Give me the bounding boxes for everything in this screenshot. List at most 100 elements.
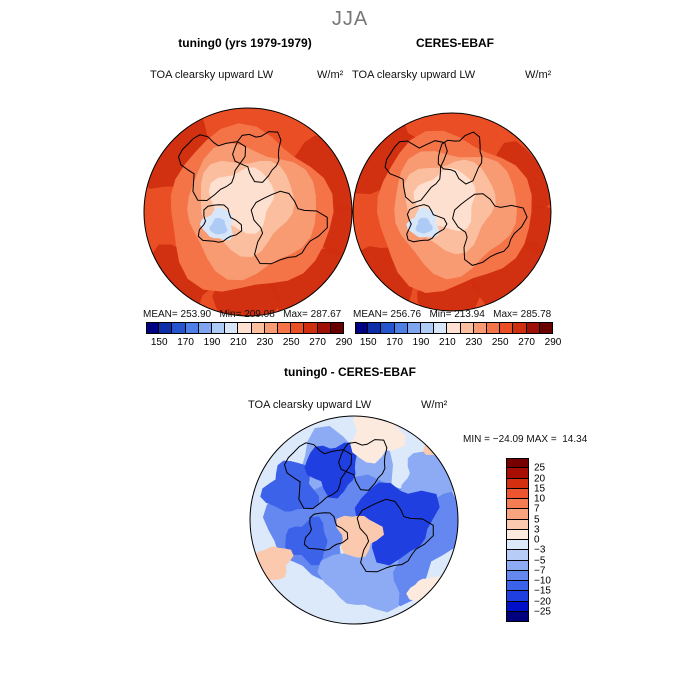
colorbar-segment bbox=[506, 509, 529, 520]
colorbar-segment bbox=[172, 322, 186, 334]
coastline bbox=[197, 204, 243, 243]
colorbar-segment bbox=[506, 550, 529, 561]
colorbar-tick-label: −20 bbox=[534, 596, 551, 607]
colorbar-tick-label: −5 bbox=[534, 555, 546, 566]
colorbar-tick-label: 190 bbox=[203, 337, 221, 348]
negative-region bbox=[400, 451, 458, 502]
warm-region bbox=[513, 205, 551, 254]
negative-region bbox=[260, 460, 320, 512]
colorbar-model-ticks: 150 170 190 210 230 250 270 290 bbox=[146, 337, 353, 349]
colorbar-obs-ticks: 150 170 190 210 230 250 270 290 bbox=[355, 337, 562, 349]
colorbar-segment bbox=[506, 601, 529, 612]
panel3-min-value: −24.09 bbox=[492, 434, 524, 445]
colorbar-segment bbox=[291, 322, 305, 334]
colorbar-difference-ticks: 25 20 15 10 7 5 3 0 −3 −5 −7 −10 −15 −20 −25 bbox=[534, 458, 574, 622]
colorbar-segment bbox=[506, 540, 529, 551]
coastline bbox=[452, 193, 528, 266]
colorbar-segment bbox=[434, 322, 448, 334]
panel1-max-label: Max= bbox=[283, 309, 308, 320]
colorbar-tick-label: −10 bbox=[534, 575, 551, 587]
colorbar-tick-label: 7 bbox=[534, 503, 540, 515]
colorbar-segment bbox=[355, 322, 369, 334]
colorbar-segment bbox=[317, 322, 331, 334]
warm-region bbox=[312, 205, 352, 259]
panel-title-obs: CERES-EBAF bbox=[415, 36, 494, 50]
colorbar-tick-label: 15 bbox=[534, 483, 546, 495]
colorbar-segment bbox=[506, 519, 529, 530]
colorbar-segment bbox=[225, 322, 239, 334]
panel3-stats: MIN = −24.09 MAX = 14.34 bbox=[463, 434, 587, 445]
colorbar-tick-label: 270 bbox=[309, 337, 326, 348]
positive-region bbox=[336, 515, 384, 558]
colorbar-segment bbox=[539, 322, 553, 334]
map-obs bbox=[352, 112, 552, 312]
colorbar-tick-label: 5 bbox=[534, 514, 540, 525]
colorbar-segment bbox=[407, 322, 421, 334]
colorbar-segment bbox=[368, 322, 382, 334]
colorbar-tick-label: 210 bbox=[439, 337, 456, 348]
panel3-max-label: MAX = bbox=[526, 434, 557, 445]
colorbar-tick-label: 170 bbox=[386, 337, 403, 348]
colorbar-tick-label: 25 bbox=[534, 462, 546, 474]
colorbar-segment bbox=[159, 322, 173, 334]
strong-negative-region bbox=[304, 442, 358, 499]
panel1-mean-label: MEAN= bbox=[143, 309, 178, 320]
colorbar-segment bbox=[251, 322, 265, 334]
colorbar-tick-label: 3 bbox=[534, 524, 540, 536]
panel3-min-label: MIN = bbox=[463, 434, 490, 445]
colorbar-segment bbox=[506, 458, 529, 469]
colorbar-tick-label: 0 bbox=[534, 534, 540, 546]
colorbar-segment bbox=[212, 322, 226, 334]
panel3-variable-label: TOA clearsky upward LW bbox=[248, 399, 372, 411]
colorbar-segment bbox=[506, 570, 529, 581]
colorbar-segment bbox=[506, 611, 529, 622]
panel2-max-value: 285.78 bbox=[520, 309, 552, 320]
colorbar-tick-label: 230 bbox=[465, 337, 483, 348]
colorbar-segment bbox=[487, 322, 501, 334]
panel2-min-label: Min= bbox=[429, 309, 452, 320]
coastline bbox=[384, 140, 448, 204]
panel2-units: W/m² bbox=[525, 69, 552, 81]
colorbar-tick-label: −3 bbox=[534, 544, 546, 556]
colorbar-segment bbox=[264, 322, 278, 334]
map-difference bbox=[249, 415, 459, 625]
colorbar-tick-label: 250 bbox=[282, 337, 300, 348]
map-border bbox=[249, 415, 459, 625]
positive-region bbox=[253, 546, 294, 580]
panel3-max-value: 14.34 bbox=[562, 434, 588, 445]
colorbar-tick-label: 190 bbox=[412, 337, 430, 348]
coastline bbox=[250, 190, 328, 265]
panel2-variable-label: TOA clearsky upward LW bbox=[352, 69, 476, 81]
colorbar-segment bbox=[506, 591, 529, 602]
colorbar-segment bbox=[506, 560, 529, 571]
colorbar-tick-label: 150 bbox=[150, 337, 168, 348]
colorbar-segment bbox=[513, 322, 527, 334]
panel2-mean-value: 256.76 bbox=[390, 309, 422, 320]
colorbar-segment bbox=[278, 322, 292, 334]
coastline bbox=[338, 439, 388, 491]
colorbar-tick-label: −25 bbox=[534, 606, 551, 618]
coastline bbox=[177, 134, 247, 202]
colorbar-segment bbox=[381, 322, 395, 334]
colorbar-tick-label: 290 bbox=[544, 337, 562, 348]
panel1-variable-label: TOA clearsky upward LW bbox=[150, 69, 274, 81]
warm-region bbox=[212, 273, 281, 316]
panel1-min-value: 209.08 bbox=[244, 309, 275, 320]
colorbar-segment bbox=[330, 322, 344, 334]
colorbar-segment bbox=[185, 322, 199, 334]
colorbar-tick-label: 290 bbox=[335, 337, 353, 348]
panel1-units: W/m² bbox=[317, 69, 344, 81]
panel-title-model: tuning0 (yrs 1979-1979) bbox=[178, 36, 312, 50]
panel2-min-value: 213.94 bbox=[454, 309, 485, 320]
colorbar-tick-label: 270 bbox=[518, 337, 535, 348]
colorbar-segment bbox=[506, 529, 529, 540]
colorbar-segment bbox=[506, 581, 529, 592]
panel3-units: W/m² bbox=[421, 399, 448, 411]
map-border bbox=[352, 112, 552, 312]
colorbar-segment bbox=[198, 322, 212, 334]
map-model bbox=[143, 107, 353, 317]
colorbar-tick-label: 210 bbox=[230, 337, 247, 348]
colorbar-segment bbox=[526, 322, 540, 334]
colorbar-segment bbox=[394, 322, 408, 334]
panel-title-diff: tuning0 - CERES-EBAF bbox=[284, 365, 416, 379]
